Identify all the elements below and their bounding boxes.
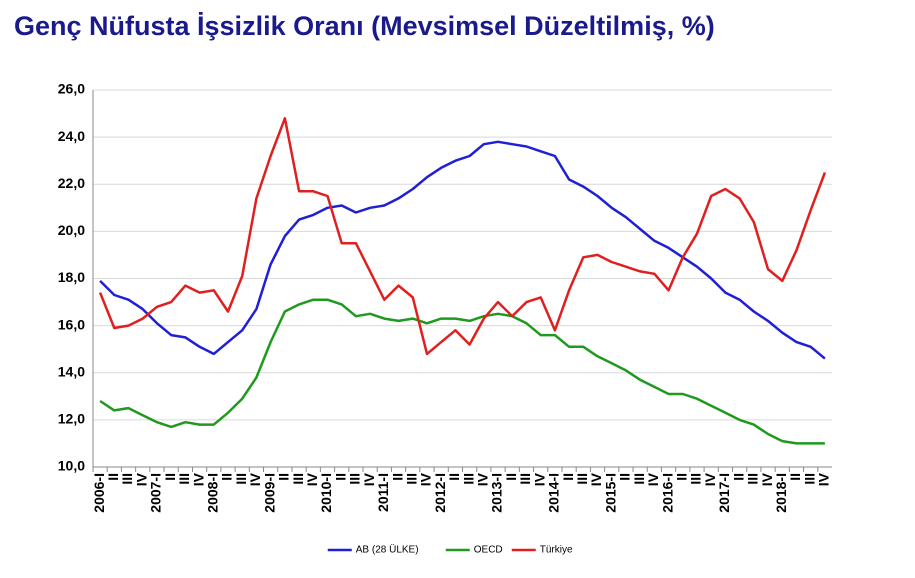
y-tick-label: 20,0 <box>58 222 85 238</box>
x-tick-label: III <box>745 473 761 485</box>
x-tick-label: III <box>290 473 306 485</box>
x-tick-label: II <box>446 473 462 481</box>
x-tick-label: II <box>219 473 235 481</box>
legend-label: Türkiye <box>540 545 573 556</box>
y-tick-label: 16,0 <box>58 316 85 332</box>
x-tick-label: III <box>801 473 817 485</box>
x-tick-label: III <box>176 473 192 485</box>
series-line <box>98 117 827 356</box>
x-tick-label: III <box>233 473 249 485</box>
x-tick-label: II <box>332 473 348 481</box>
x-tick-label: II <box>162 473 178 481</box>
x-tick-label: II <box>276 473 292 481</box>
x-tick-label: II <box>389 473 405 481</box>
y-tick-label: 24,0 <box>58 128 85 144</box>
x-tick-label: IV <box>645 472 661 486</box>
y-tick-label: 14,0 <box>58 363 85 379</box>
x-tick-label: IV <box>531 472 547 486</box>
x-tick-label: II <box>730 473 746 481</box>
x-tick-label: II <box>617 473 633 481</box>
x-tick-label: IV <box>816 472 832 486</box>
x-tick-label: 2013-I <box>489 473 505 513</box>
x-tick-label: II <box>787 473 803 481</box>
legend-label: AB (28 ÜLKE) <box>356 544 419 556</box>
y-tick-label: 18,0 <box>58 269 85 285</box>
y-tick-label: 22,0 <box>58 175 85 191</box>
x-tick-label: II <box>673 473 689 481</box>
x-tick-label: IV <box>190 472 206 486</box>
x-tick-label: IV <box>759 472 775 486</box>
x-tick-label: IV <box>361 472 377 486</box>
x-tick-label: IV <box>133 472 149 486</box>
x-tick-label: 2018-I <box>773 473 789 513</box>
x-tick-label: III <box>119 473 135 485</box>
x-tick-label: 2012-I <box>432 473 448 513</box>
x-tick-label: 2017-I <box>716 473 732 513</box>
y-tick-label: 12,0 <box>58 411 85 427</box>
x-tick-label: IV <box>418 472 434 486</box>
x-tick-label: 2008-I <box>205 473 221 513</box>
x-tick-label: III <box>688 473 704 485</box>
x-tick-label: 2007-I <box>148 473 164 513</box>
x-tick-label: IV <box>702 472 718 486</box>
x-tick-label: 2011-I <box>375 473 391 512</box>
x-tick-label: IV <box>475 472 491 486</box>
y-tick-label: 10,0 <box>58 458 85 474</box>
x-tick-label: III <box>460 473 476 485</box>
x-tick-label: 2009-I <box>261 473 277 513</box>
x-tick-label: IV <box>247 472 263 486</box>
legend-label: OECD <box>474 545 503 556</box>
x-tick-label: III <box>574 473 590 485</box>
x-tick-label: 2014-I <box>546 473 562 513</box>
series-line <box>99 140 826 360</box>
x-tick-label: 2006-I <box>91 473 107 513</box>
x-tick-label: IV <box>304 472 320 486</box>
x-tick-label: III <box>403 473 419 485</box>
x-tick-label: II <box>560 473 576 481</box>
x-tick-label: 2016-I <box>659 473 675 513</box>
x-tick-label: 2010-I <box>318 473 334 513</box>
x-tick-label: III <box>631 473 647 485</box>
series-line <box>99 298 825 445</box>
x-tick-label: IV <box>588 472 604 486</box>
y-tick-label: 26,0 <box>58 81 85 97</box>
x-tick-label: II <box>105 473 121 481</box>
x-tick-label: III <box>517 473 533 485</box>
x-tick-label: II <box>503 473 519 481</box>
x-tick-label: 2015-I <box>602 473 618 513</box>
x-tick-label: III <box>347 473 363 485</box>
chart-title: Genç Nüfusta İşsizlik Oranı (Mevsimsel D… <box>14 11 715 41</box>
